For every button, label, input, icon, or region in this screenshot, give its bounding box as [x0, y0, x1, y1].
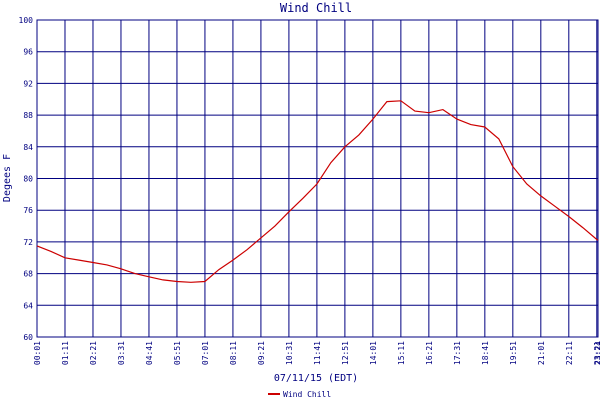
x-tick-label: 09:21	[257, 341, 266, 365]
x-tick-label: 14:01	[369, 341, 378, 365]
x-tick-label: 15:11	[397, 341, 406, 365]
x-tick-label: 23:24	[594, 341, 600, 365]
y-tick-label: 100	[19, 16, 34, 25]
x-tick-label: 10:31	[285, 341, 294, 365]
x-tick-label: 18:41	[481, 341, 490, 365]
x-tick-label: 22:11	[565, 341, 574, 365]
y-tick-label: 88	[23, 111, 33, 120]
x-axis-label: 07/11/15 (EDT)	[274, 373, 358, 384]
chart-title: Wind Chill	[280, 1, 352, 15]
x-tick-label: 08:11	[229, 341, 238, 365]
x-tick-label: 00:01	[33, 341, 42, 365]
x-tick-label: 16:21	[425, 341, 434, 365]
y-tick-label: 64	[23, 301, 33, 310]
y-tick-label: 76	[23, 206, 33, 215]
y-tick-label: 72	[23, 238, 33, 247]
y-axis-label: Degees F	[2, 154, 13, 202]
x-tick-label: 02:21	[89, 341, 98, 365]
legend-label: Wind Chill	[283, 390, 331, 399]
x-tick-label: 01:11	[61, 341, 70, 365]
x-tick-label: 11:41	[313, 341, 322, 365]
x-tick-label: 04:41	[145, 341, 154, 365]
x-tick-label: 17:31	[453, 341, 462, 365]
x-tick-label: 23:21	[593, 341, 600, 365]
y-tick-label: 68	[23, 270, 33, 279]
x-tick-label: 19:51	[509, 341, 518, 365]
y-tick-label: 60	[23, 333, 33, 342]
x-tick-label: 07:01	[201, 341, 210, 365]
x-tick-label: 03:31	[117, 341, 126, 365]
data-line	[36, 100, 599, 283]
x-tick-label: 21:01	[537, 341, 546, 365]
plot-frame	[36, 19, 599, 338]
y-tick-label: 96	[23, 48, 33, 57]
y-tick-label: 92	[23, 79, 33, 88]
x-tick-label: 05:51	[173, 341, 182, 365]
y-tick-label: 80	[23, 175, 33, 184]
y-tick-label: 84	[23, 143, 33, 152]
x-tick-label: 12:51	[341, 341, 350, 365]
